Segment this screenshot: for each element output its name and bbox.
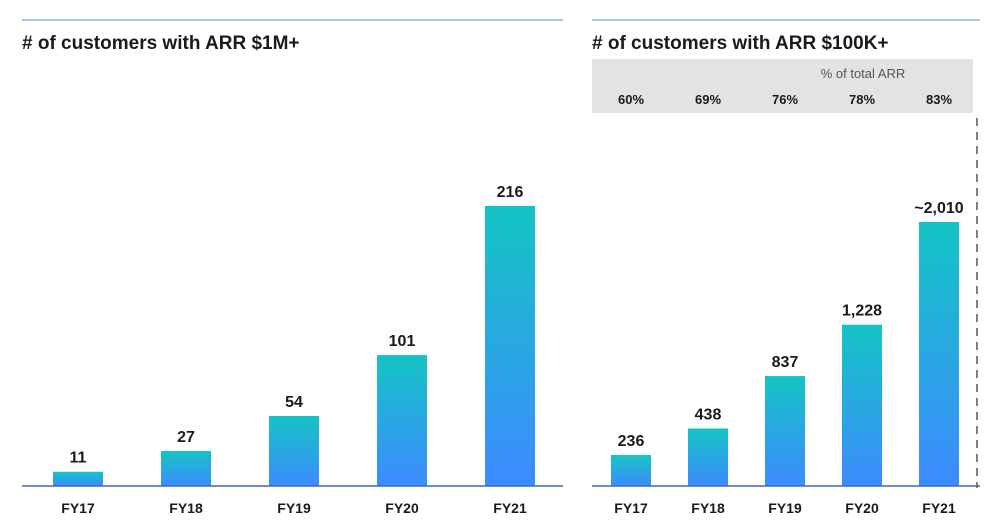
x-tick-label: FY19 [277,500,311,516]
x-tick-label: FY21 [493,500,527,516]
x-tick-label: FY20 [845,500,879,516]
x-tick-label: FY21 [922,500,956,516]
bar-fy19 [765,376,805,486]
bar-fy20 [377,355,427,486]
arr-share-value: 69% [695,92,721,107]
bar-fy18 [161,451,211,486]
data-label: 438 [695,406,722,423]
bar-fy18 [688,428,728,486]
data-label: 1,228 [842,303,882,320]
chart-arr-1m: # of customers with ARR $1M+ 11 FY17 27 FY1… [22,19,563,516]
bar-fy21 [919,222,959,486]
chart-title: # of customers with ARR $100K+ [592,33,889,54]
data-label: 11 [70,450,87,467]
x-tick-label: FY19 [768,500,802,516]
bar-fy21 [485,206,535,486]
data-label: 216 [497,184,524,201]
arr-share-header-label: % of total ARR [821,66,906,81]
arr-share-value: 76% [772,92,798,107]
chart-title: # of customers with ARR $1M+ [22,33,300,54]
x-tick-label: FY17 [614,500,648,516]
x-tick-label: FY17 [61,500,95,516]
x-tick-label: FY18 [169,500,203,516]
bar-fy17 [611,455,651,486]
x-tick-label: FY20 [385,500,419,516]
arr-share-value: 60% [618,92,644,107]
data-label: 27 [177,429,195,446]
bar-fy17 [53,471,103,486]
data-label: 54 [285,394,303,411]
arr-share-value: 83% [926,92,952,107]
bar-fy20 [842,324,882,486]
data-label: 236 [618,433,645,450]
arr-share-value: 78% [849,92,875,107]
data-label: 837 [772,354,799,371]
x-tick-label: FY18 [691,500,725,516]
chart-arr-100k: # of customers with ARR $100K+ % of tota… [592,19,980,516]
arr-share-header-band [592,59,973,113]
data-label: ~2,010 [914,200,963,217]
bar-fy19 [269,416,319,486]
data-label: 101 [389,333,416,350]
